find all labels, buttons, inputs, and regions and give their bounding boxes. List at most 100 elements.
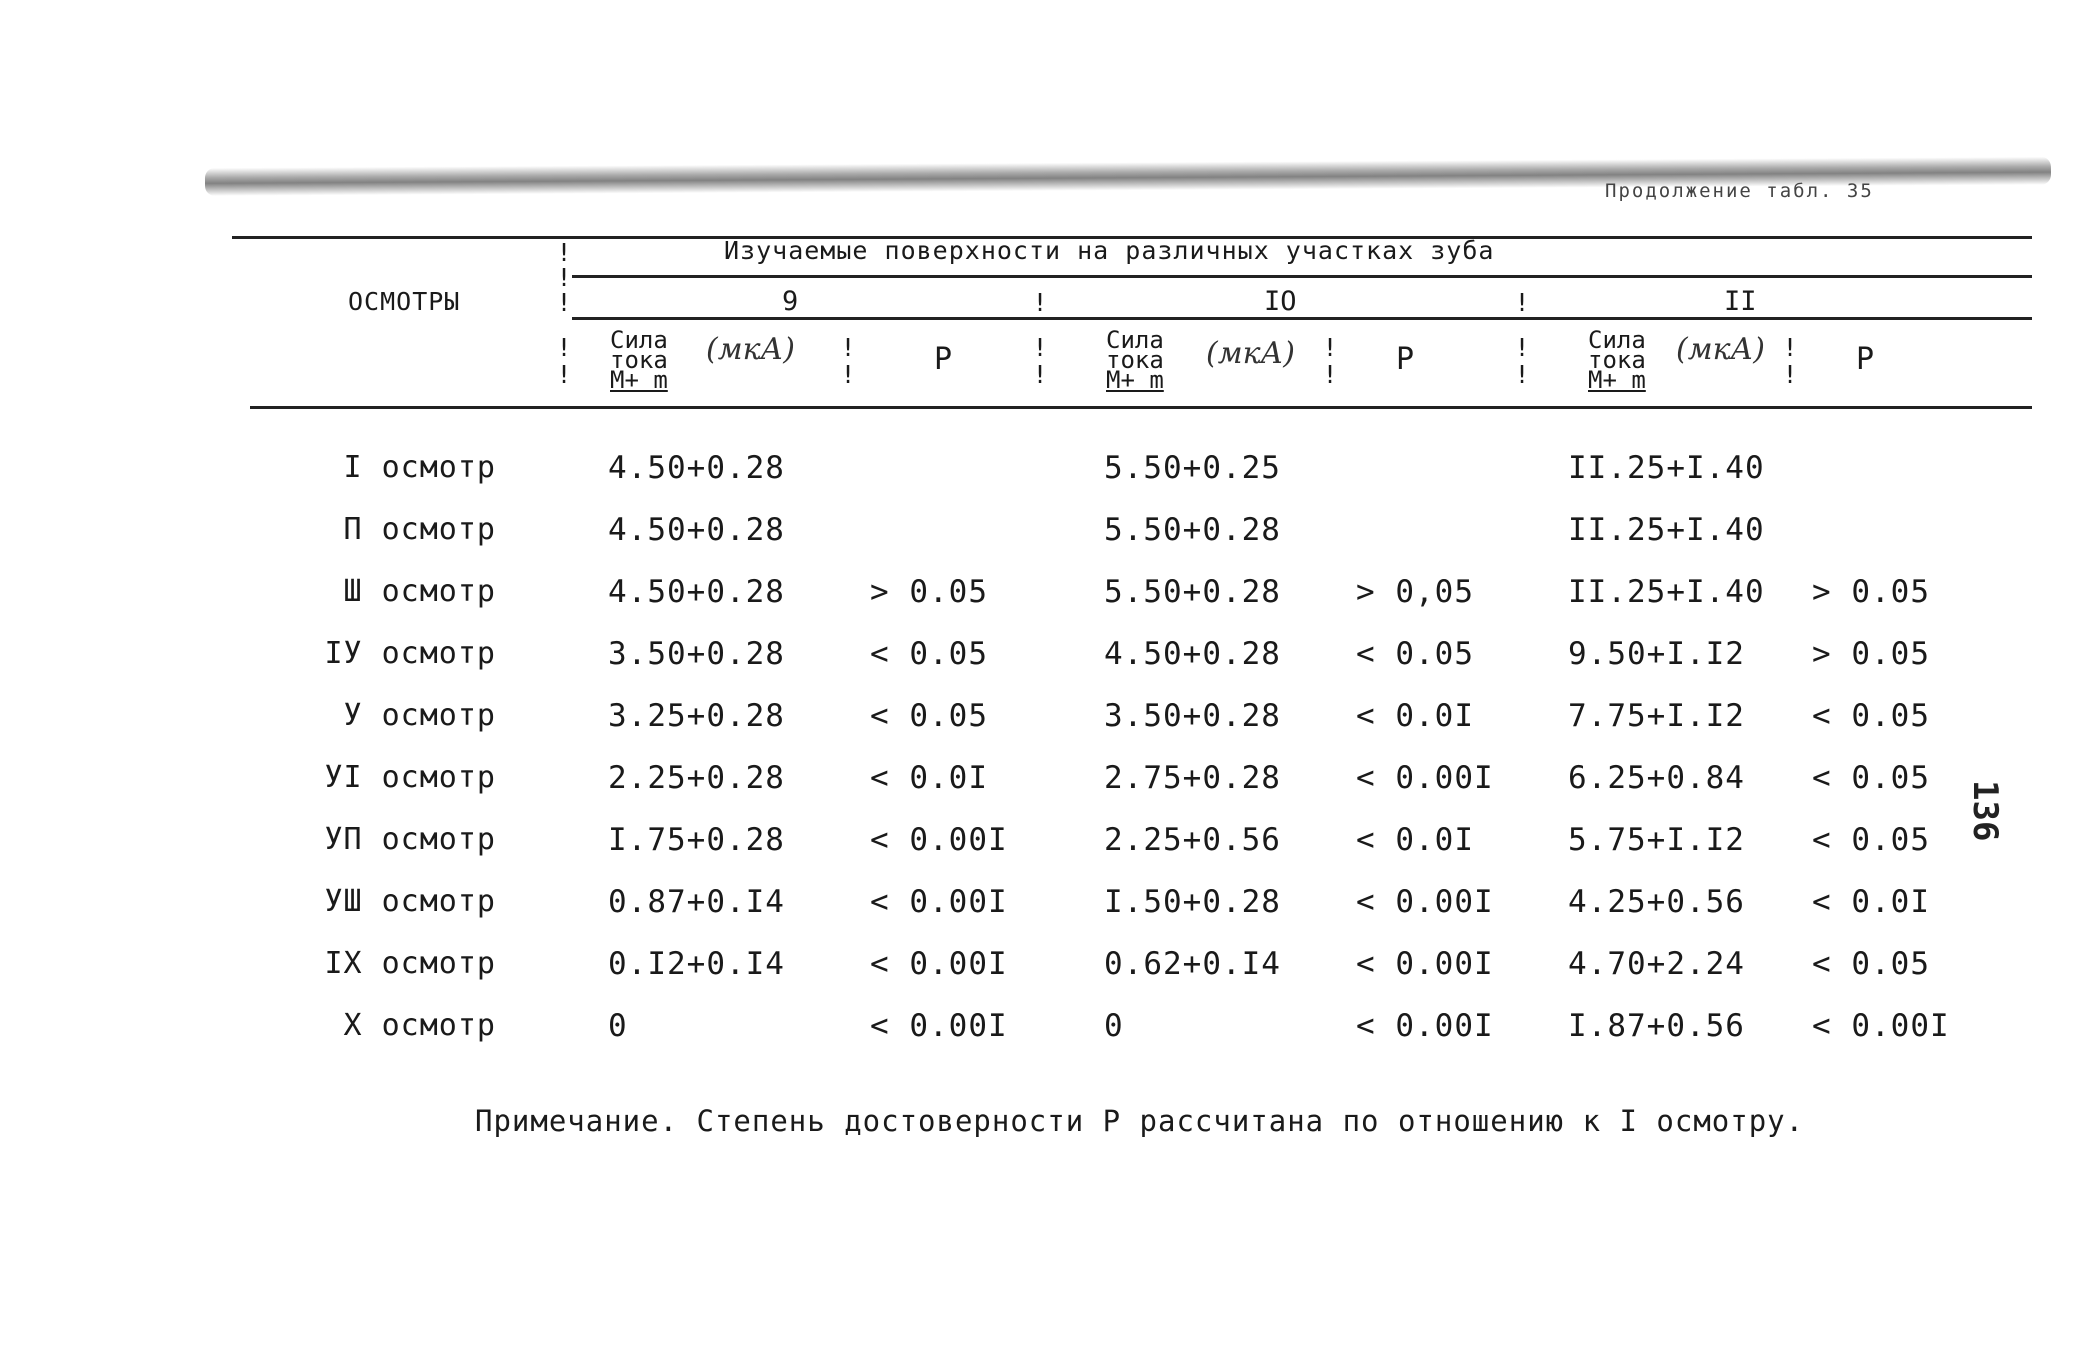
current-value-cell: 4.50+0.28 (608, 574, 785, 610)
p-header-11: Р (1856, 342, 1875, 377)
current-value-cell: 7.75+I.I2 (1568, 698, 1745, 734)
sila-line: Сила (610, 326, 668, 354)
current-value-cell: I.75+0.28 (608, 822, 785, 858)
column-separator: ! (1514, 288, 1530, 317)
p-value-cell: < 0.05 (1356, 636, 1474, 672)
row-label: IX осмотр (324, 946, 496, 981)
p-header-10: Р (1396, 342, 1415, 377)
page-number: 136 (1965, 780, 2005, 842)
row-label: X осмотр (343, 1008, 496, 1043)
row-label: IУ осмотр (324, 636, 496, 671)
current-strength-header-10: Сила тока М+ m (1106, 326, 1164, 394)
p-value-cell: < 0.05 (870, 636, 988, 672)
current-value-cell: 0.I2+0.I4 (608, 946, 785, 982)
sila-line: М+ m (1106, 366, 1164, 394)
current-value-cell: 2.25+0.28 (608, 760, 785, 796)
current-value-cell: 6.25+0.84 (1568, 760, 1745, 796)
p-value-cell: < 0.0I (1812, 884, 1930, 920)
current-strength-header-9: Сила тока М+ m (610, 326, 668, 394)
current-value-cell: 5.50+0.28 (1104, 512, 1281, 548)
current-value-cell: 5.75+I.I2 (1568, 822, 1745, 858)
current-value-cell: 5.50+0.25 (1104, 450, 1281, 486)
column-separator: ! (556, 288, 572, 317)
group-number-11: II (1724, 286, 1757, 317)
current-value-cell: II.25+I.40 (1568, 574, 1765, 610)
surfaces-rule (572, 275, 2032, 278)
column-separator: ! (556, 263, 572, 292)
column-separator: ! (556, 238, 572, 267)
groups-rule (572, 317, 2032, 320)
column-separator: ! (556, 333, 572, 362)
current-value-cell: 5.50+0.28 (1104, 574, 1281, 610)
footnote: Примечание. Степень достоверности Р расс… (475, 1104, 1805, 1138)
p-value-cell: < 0.00I (870, 1008, 1008, 1044)
group-number-10: IO (1264, 286, 1297, 317)
current-value-cell: 4.50+0.28 (1104, 636, 1281, 672)
sila-line: М+ m (610, 366, 668, 394)
p-value-cell: < 0.00I (1812, 1008, 1950, 1044)
column-separator: ! (840, 360, 856, 389)
current-value-cell: 3.50+0.28 (608, 636, 785, 672)
column-separator: ! (1032, 333, 1048, 362)
p-value-cell: > 0.05 (870, 574, 988, 610)
row-label: УШ осмотр (324, 884, 496, 919)
column-separator: ! (1032, 288, 1048, 317)
current-value-cell: II.25+I.40 (1568, 450, 1765, 486)
p-value-cell: > 0.05 (1812, 574, 1930, 610)
p-value-cell: < 0.00I (870, 946, 1008, 982)
p-value-cell: > 0.05 (1812, 636, 1930, 672)
row-label: I осмотр (343, 450, 496, 485)
p-value-cell: < 0.0I (870, 760, 988, 796)
current-value-cell: I.87+0.56 (1568, 1008, 1745, 1044)
column-separator: ! (840, 333, 856, 362)
sila-line: М+ m (1588, 366, 1646, 394)
sila-line: тока (1106, 346, 1164, 374)
p-value-cell: < 0.05 (1812, 946, 1930, 982)
sila-line: Сила (1106, 326, 1164, 354)
p-value-cell: < 0.05 (1812, 822, 1930, 858)
table-top-rule (232, 236, 2032, 239)
p-value-cell: < 0.00I (1356, 760, 1494, 796)
current-value-cell: 3.50+0.28 (1104, 698, 1281, 734)
row-label: У осмотр (343, 698, 496, 733)
p-value-cell: < 0.00I (1356, 884, 1494, 920)
p-value-cell: < 0.00I (1356, 1008, 1494, 1044)
header-bottom-rule (250, 406, 2032, 409)
column-separator: ! (1782, 333, 1798, 362)
p-value-cell: < 0.00I (1356, 946, 1494, 982)
p-value-cell: < 0.05 (1812, 698, 1930, 734)
column-separator: ! (1514, 360, 1530, 389)
column-separator: ! (1782, 360, 1798, 389)
current-value-cell: 4.50+0.28 (608, 450, 785, 486)
row-label: УП осмотр (324, 822, 496, 857)
current-value-cell: II.25+I.40 (1568, 512, 1765, 548)
group-number-9: 9 (782, 286, 799, 317)
surfaces-title: Изучаемые поверхности на различных участ… (724, 236, 1495, 265)
row-label: П осмотр (343, 512, 496, 547)
current-value-cell: 0 (608, 1008, 628, 1044)
unit-handwritten-10: (мкА) (1206, 336, 1295, 371)
p-value-cell: < 0.0I (1356, 822, 1474, 858)
p-value-cell: < 0.0I (1356, 698, 1474, 734)
column-separator: ! (556, 360, 572, 389)
current-value-cell: 0.87+0.I4 (608, 884, 785, 920)
sila-line: тока (1588, 346, 1646, 374)
current-value-cell: 0 (1104, 1008, 1124, 1044)
current-strength-header-11: Сила тока М+ m (1588, 326, 1646, 394)
table-continuation-label: Продолжение табл. 35 (1605, 180, 1874, 202)
column-separator: ! (1032, 360, 1048, 389)
p-header-9: Р (934, 342, 953, 377)
sila-line: Сила (1588, 326, 1646, 354)
row-label: УI осмотр (324, 760, 496, 795)
current-value-cell: 3.25+0.28 (608, 698, 785, 734)
current-value-cell: 4.50+0.28 (608, 512, 785, 548)
current-value-cell: 9.50+I.I2 (1568, 636, 1745, 672)
column-separator: ! (1514, 333, 1530, 362)
row-label: Ш осмотр (343, 574, 496, 609)
p-value-cell: < 0.00I (870, 822, 1008, 858)
p-value-cell: < 0.00I (870, 884, 1008, 920)
column-separator: ! (1322, 333, 1338, 362)
p-value-cell: < 0.05 (1812, 760, 1930, 796)
current-value-cell: 2.75+0.28 (1104, 760, 1281, 796)
sila-line: тока (610, 346, 668, 374)
